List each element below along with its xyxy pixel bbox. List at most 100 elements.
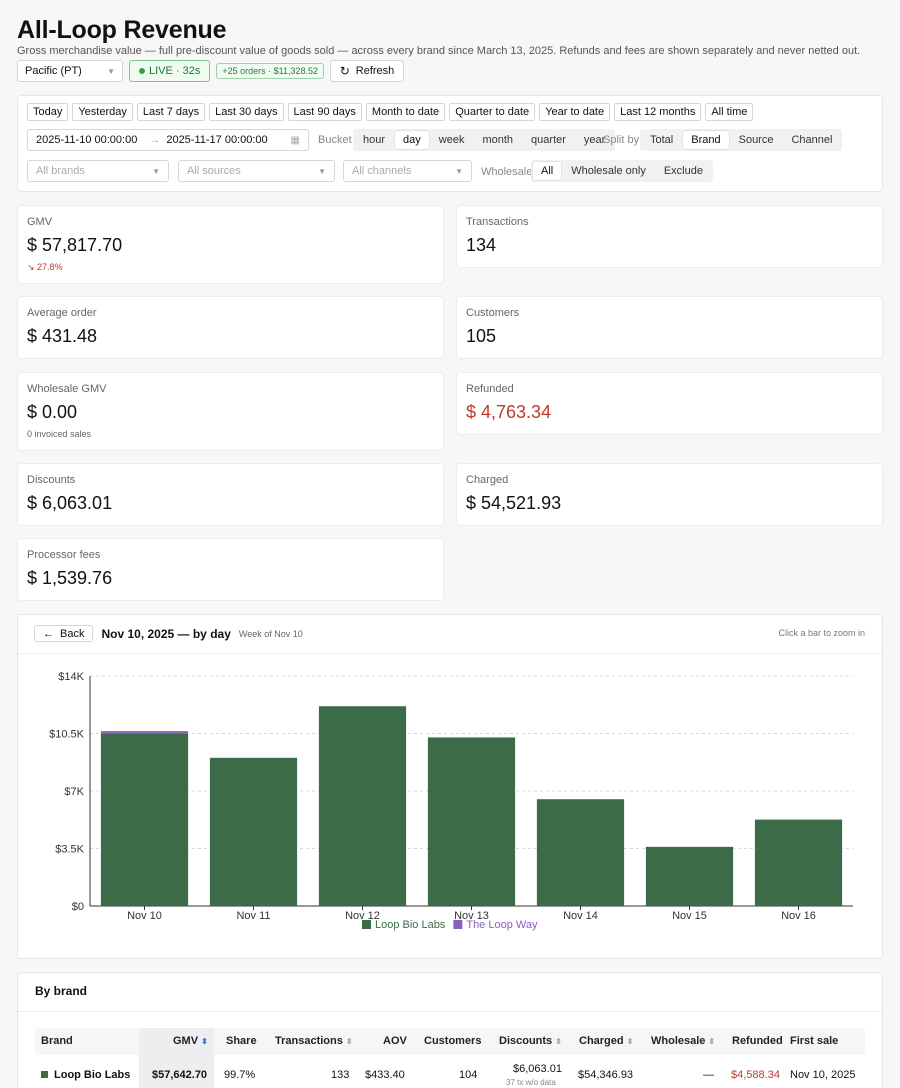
legend-label: Loop Bio Labs [375, 919, 446, 931]
metric-customers: Customers 105 [456, 296, 883, 359]
channels-select[interactable]: All channels ▼ [343, 160, 472, 182]
date-range-input[interactable]: 2025-11-10 00:00:00 → 2025-11-17 00:00:0… [27, 129, 309, 151]
arrow-left-icon: ← [43, 627, 54, 640]
col-customers[interactable]: Customers [424, 1035, 482, 1047]
col-first-sale[interactable]: First sale [790, 1035, 839, 1047]
col-charged-label: Charged [579, 1035, 624, 1047]
bucket-year[interactable]: year [583, 134, 606, 146]
bucket-month[interactable]: month [482, 134, 514, 146]
col-aov[interactable]: AOV [383, 1035, 407, 1047]
cell-discounts-note: 37 tx w/o data [506, 1078, 556, 1087]
metric-label: GMV [27, 216, 53, 228]
bucket-toggle: hour day week month quarter year [353, 129, 616, 151]
col-charged[interactable]: Charged ⬍ [579, 1035, 633, 1047]
table-divider [18, 1011, 882, 1012]
x-tick-label: Nov 13 [454, 910, 489, 922]
bucket-hour[interactable]: hour [363, 134, 386, 146]
bar-loop-bio-labs[interactable] [645, 846, 734, 906]
sources-placeholder: All sources [187, 165, 241, 177]
bucket-label: Bucket [318, 134, 352, 146]
sources-select[interactable]: All sources ▼ [178, 160, 335, 182]
refresh-button[interactable]: ↻ Refresh [330, 60, 405, 82]
col-gmv[interactable]: GMV ⬍ [173, 1035, 208, 1047]
preset-last-30-days[interactable]: Last 30 days [209, 103, 284, 121]
cell-customers: 104 [459, 1069, 478, 1081]
x-tick-label: Nov 11 [236, 910, 270, 922]
col-share[interactable]: Share [226, 1035, 257, 1047]
gmv-bar-chart: $0 $3.5K $7K $10.5K $14K Nov 10 Nov 11 Nov 12 No… [49, 671, 853, 931]
live-indicator[interactable]: LIVE · 32s [129, 60, 211, 82]
split-brand[interactable]: Brand [683, 131, 729, 149]
cell-wholesale: — [703, 1069, 714, 1081]
preset-year-to-date[interactable]: Year to date [539, 103, 611, 121]
cell-transactions: 133 [331, 1069, 350, 1081]
bar-loop-bio-labs[interactable] [427, 737, 516, 906]
bucket-quarter[interactable]: quarter [531, 134, 566, 146]
wholesale-all[interactable]: All [533, 162, 562, 180]
preset-last-90-days[interactable]: Last 90 days [287, 103, 362, 121]
metric-label: Transactions [466, 216, 529, 228]
preset-last-7-days[interactable]: Last 7 days [136, 103, 206, 121]
bar-loop-bio-labs[interactable] [318, 706, 407, 906]
x-tick-label: Nov 16 [781, 910, 816, 922]
metric-label: Processor fees [27, 549, 101, 561]
x-tick-label: Nov 10 [127, 910, 162, 922]
y-tick-label: $14K [58, 671, 84, 683]
col-discounts[interactable]: Discounts ⬍ [499, 1035, 562, 1047]
col-brand[interactable]: Brand [41, 1035, 73, 1047]
wholesale-label: Wholesale [481, 166, 533, 178]
wholesale-exclude[interactable]: Exclude [663, 165, 703, 177]
metric-transactions: Transactions 134 [456, 205, 883, 268]
split-total[interactable]: Total [650, 134, 674, 146]
bucket-week[interactable]: week [438, 134, 465, 146]
bucket-day[interactable]: day [395, 131, 429, 149]
col-refunded[interactable]: Refunded [732, 1035, 783, 1047]
bar-loop-bio-labs[interactable] [209, 757, 298, 906]
date-from: 2025-11-10 00:00:00 [36, 134, 138, 146]
top-toolbar: Pacific (PT) ▼ LIVE · 32s +25 orders · $… [17, 60, 405, 82]
refresh-label: Refresh [355, 65, 395, 77]
metric-label: Charged [466, 474, 509, 486]
preset-quarter-to-date[interactable]: Quarter to date [449, 103, 536, 121]
chevron-down-icon: ▼ [318, 166, 326, 176]
wholesale-only[interactable]: Wholesale only [571, 165, 646, 177]
sort-desc-icon: ⬍ [201, 1037, 208, 1046]
col-transactions[interactable]: Transactions ⬍ [275, 1035, 353, 1047]
preset-today[interactable]: Today [27, 103, 69, 121]
chart-header: ← Back Nov 10, 2025 — by day Week of Nov… [34, 625, 303, 642]
metric-value: $ 431.48 [27, 326, 98, 346]
gmv-header-highlight [139, 1028, 214, 1088]
bar-loop-bio-labs[interactable] [536, 799, 625, 906]
chart-subtitle: Week of Nov 10 [238, 628, 303, 639]
refresh-icon: ↻ [339, 64, 350, 78]
timezone-select[interactable]: Pacific (PT) ▼ [17, 60, 123, 82]
col-wholesale[interactable]: Wholesale ⬍ [651, 1035, 715, 1047]
legend-swatch [453, 920, 463, 929]
sort-icon: ⬍ [626, 1037, 634, 1046]
metric-value: $ 4,763.34 [466, 402, 552, 422]
split-channel[interactable]: Channel [791, 134, 833, 146]
channels-placeholder: All channels [352, 165, 412, 177]
brands-select[interactable]: All brands ▼ [27, 160, 169, 182]
bar-loop-bio-labs[interactable] [754, 819, 843, 906]
live-dot-icon [139, 68, 145, 74]
col-transactions-label: Transactions [275, 1035, 343, 1047]
arrow-icon: → [149, 134, 161, 146]
sort-icon: ⬍ [345, 1037, 353, 1046]
bar-loop-bio-labs[interactable] [100, 733, 189, 906]
bar-the-loop-way[interactable] [100, 731, 189, 734]
metric-gmv: GMV $ 57,817.70 ↘ 27.8% [17, 205, 444, 284]
split-label: Split by [603, 134, 640, 146]
wholesale-toggle: All Wholesale only Exclude [531, 160, 713, 182]
preset-all-time[interactable]: All time [705, 103, 754, 121]
metric-value: $ 6,063.01 [27, 493, 113, 513]
preset-month-to-date[interactable]: Month to date [365, 103, 446, 121]
back-button[interactable]: ← Back [34, 625, 94, 642]
metric-label: Wholesale GMV [27, 383, 107, 395]
metric-average-order: Average order $ 431.48 [17, 296, 444, 359]
split-source[interactable]: Source [738, 134, 774, 146]
legend-swatch [362, 920, 371, 929]
preset-yesterday[interactable]: Yesterday [72, 103, 133, 121]
preset-last-12-months[interactable]: Last 12 months [614, 103, 702, 121]
calendar-icon: ▦ [290, 134, 300, 146]
